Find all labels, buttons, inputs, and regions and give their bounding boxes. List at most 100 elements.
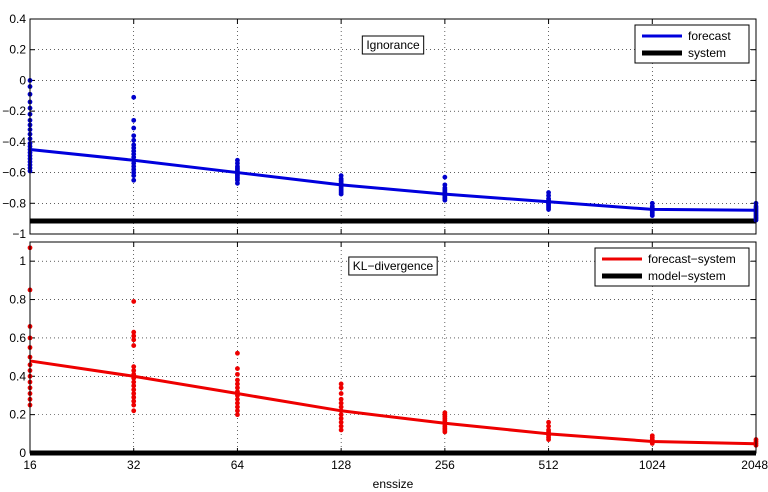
- kl-title-frame: [348, 256, 438, 276]
- kl-legend-frame: [594, 247, 750, 287]
- series-line-primary: [29, 359, 757, 446]
- scatter-point: [235, 404, 240, 410]
- kl-axes-frame: [29, 241, 757, 454]
- scatter-point: [442, 174, 448, 180]
- scatter-point: [546, 207, 551, 212]
- scatter-point: [546, 419, 551, 425]
- y-tick-label: −1: [12, 227, 26, 241]
- x-tick-label: 64: [231, 458, 245, 472]
- scatter-point: [235, 381, 240, 387]
- y-tick-label: 0.8: [9, 293, 26, 307]
- x-tick-label: 1024: [639, 458, 666, 472]
- scatter-point: [442, 429, 448, 435]
- ignorance-legend-frame: [634, 24, 750, 64]
- scatter-point: [235, 180, 240, 186]
- scatter-point: [131, 94, 137, 100]
- scatter-point: [649, 213, 655, 218]
- scatter-point: [442, 197, 448, 203]
- scatter-point: [131, 133, 137, 139]
- scatter-point: [235, 366, 240, 371]
- scatter-point: [131, 333, 137, 339]
- scatter-point: [338, 416, 344, 421]
- scatter-point: [131, 364, 137, 370]
- scatter-point: [649, 441, 655, 446]
- scatter-point: [338, 404, 344, 410]
- y-tick-label: −0.6: [2, 166, 26, 180]
- scatter-point: [338, 385, 344, 391]
- scatter-point: [338, 396, 344, 402]
- y-tick-label: 0.2: [9, 408, 26, 422]
- scatter-point: [131, 391, 137, 396]
- scatter-point: [235, 400, 240, 406]
- kl-divergence-panel: 0 0.2 0.4 0.6 0.8 1 16 32 64 128 256 512 1024 2048 KL…: [9, 241, 768, 472]
- scatter-point: [131, 371, 137, 377]
- scatter-point: [131, 329, 137, 335]
- scatter-point: [235, 385, 240, 391]
- y-tick-label: 0.2: [9, 43, 26, 57]
- scatter-point: [338, 419, 344, 425]
- legend-system-label: system: [688, 46, 726, 60]
- x-axis-label: enssize: [373, 477, 414, 491]
- scatter-point: [546, 437, 551, 442]
- ignorance-legend: forecast system: [634, 24, 750, 64]
- scatter-point: [338, 391, 344, 396]
- scatter-point: [235, 350, 240, 356]
- ignorance-ticks: −1 −0.8 −0.6 −0.4 −0.2 0 0.2 0.4: [2, 12, 757, 241]
- scatter-point: [131, 117, 137, 123]
- scatter-point: [131, 125, 137, 131]
- ignorance-axes-frame: [29, 18, 757, 235]
- scatter-point: [235, 393, 240, 398]
- scatter-point: [131, 299, 137, 304]
- scatter-point: [131, 394, 137, 400]
- y-tick-label: 0.4: [9, 12, 26, 26]
- x-tick-label: 16: [23, 458, 37, 472]
- ignorance-title: Ignorance: [366, 38, 420, 52]
- series-line-primary: [29, 148, 757, 212]
- scatter-point: [131, 368, 137, 373]
- scatter-point: [131, 387, 137, 393]
- kl-ticks: 0 0.2 0.4 0.6 0.8 1 16 32 64 128 256 512 1024 2048: [9, 242, 768, 472]
- y-tick-label: 1: [19, 254, 26, 268]
- y-tick-label: −0.4: [2, 135, 26, 149]
- scatter-point: [131, 408, 137, 414]
- ignorance-title-box: Ignorance: [361, 35, 425, 55]
- scatter-point: [235, 371, 240, 377]
- scatter-point: [235, 412, 240, 418]
- scatter-point: [131, 137, 137, 143]
- scatter-point: [235, 389, 240, 395]
- scatter-point: [338, 408, 344, 414]
- scatter-point: [338, 400, 344, 406]
- scatter-point: [235, 377, 240, 383]
- legend-model-system-label: model−system: [648, 269, 726, 283]
- scatter-point: [546, 423, 551, 429]
- x-tick-label: 2048: [741, 458, 768, 472]
- kl-title-box: KL−divergence: [348, 256, 438, 276]
- kl-title: KL−divergence: [353, 259, 434, 273]
- x-tick-label: 256: [435, 458, 455, 472]
- scatter-point: [131, 343, 137, 348]
- x-tick-label: 32: [127, 458, 141, 472]
- x-tick-label: 512: [539, 458, 559, 472]
- scatter-point: [131, 337, 137, 343]
- ignorance-series: [29, 148, 757, 224]
- scatter-point: [338, 427, 344, 433]
- scatter-point: [131, 398, 137, 404]
- scatter-point: [338, 191, 344, 197]
- scatter-point: [131, 379, 137, 385]
- y-tick-label: 0.4: [9, 369, 26, 383]
- scatter-point: [235, 396, 240, 402]
- scatter-point: [235, 408, 240, 414]
- scatter-point: [131, 383, 137, 389]
- y-tick-label: 0: [19, 73, 26, 87]
- kl-legend: forecast−system model−system: [594, 247, 750, 287]
- y-tick-label: 0.6: [9, 331, 26, 345]
- scatter-point: [131, 402, 137, 408]
- scatter-point: [338, 381, 344, 387]
- kl-points: [27, 245, 759, 448]
- legend-forecast-label: forecast: [688, 29, 731, 43]
- legend-forecast-system-label: forecast−system: [648, 252, 736, 266]
- scatter-point: [338, 423, 344, 429]
- ignorance-points: [27, 78, 759, 223]
